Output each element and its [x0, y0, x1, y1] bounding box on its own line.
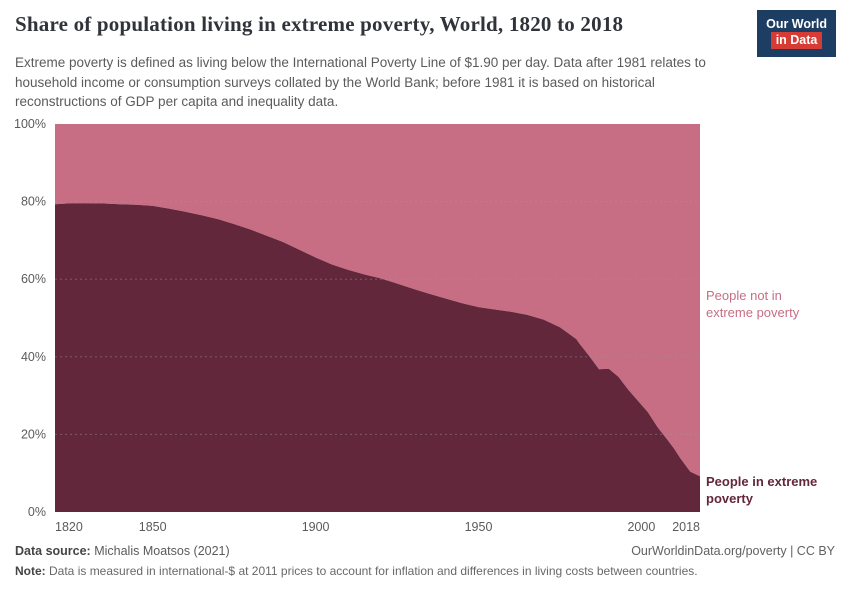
y-axis-tick-label: 40% [21, 350, 46, 364]
x-axis-tick-label: 1820 [55, 520, 83, 534]
data-source-label: Data source: [15, 544, 91, 558]
y-axis-tick-label: 0% [28, 505, 46, 519]
x-axis-tick-label: 1950 [465, 520, 493, 534]
data-source: Data source: Michalis Moatsos (2021) [15, 544, 230, 558]
footer-row: Data source: Michalis Moatsos (2021) Our… [15, 544, 835, 558]
area-in-extreme-poverty [55, 203, 700, 512]
data-source-text: Michalis Moatsos (2021) [90, 544, 230, 558]
label-in-extreme-poverty: People in extreme poverty [706, 474, 818, 506]
area-not-in-extreme-poverty [55, 124, 700, 477]
page-title: Share of population living in extreme po… [15, 12, 624, 36]
chart-footer: Data source: Michalis Moatsos (2021) Our… [15, 544, 835, 578]
x-axis-tick-label: 1850 [139, 520, 167, 534]
owid-logo-line2: in Data [770, 32, 823, 49]
owid-logo-line1: Our World [766, 17, 827, 31]
note-label: Note: [15, 564, 46, 578]
owid-cc-by-link[interactable]: OurWorldinData.org/poverty | CC BY [631, 544, 835, 558]
y-axis-tick-label: 80% [21, 195, 46, 209]
y-axis-tick-label: 20% [21, 427, 46, 441]
x-axis-tick-label: 2000 [627, 520, 655, 534]
owid-logo-line2-wrap: in Data [770, 32, 823, 49]
x-axis-tick-label: 1900 [302, 520, 330, 534]
y-axis-tick-label: 60% [21, 272, 46, 286]
footer-note: Note: Data is measured in international-… [15, 564, 835, 578]
label-not-in-extreme-poverty: People not in extreme poverty [706, 288, 800, 320]
note-text: Data is measured in international-$ at 2… [45, 564, 698, 578]
owid-logo[interactable]: Our World in Data [757, 10, 836, 57]
x-axis-tick-label: 2018 [672, 520, 700, 534]
chart-subtitle: Extreme poverty is defined as living bel… [15, 55, 706, 110]
stacked-area-chart: 0% 20% 40% 60% 80% 100% 1820 1850 1900 1950 2000 20… [14, 117, 700, 534]
y-axis-tick-label: 100% [14, 117, 46, 131]
